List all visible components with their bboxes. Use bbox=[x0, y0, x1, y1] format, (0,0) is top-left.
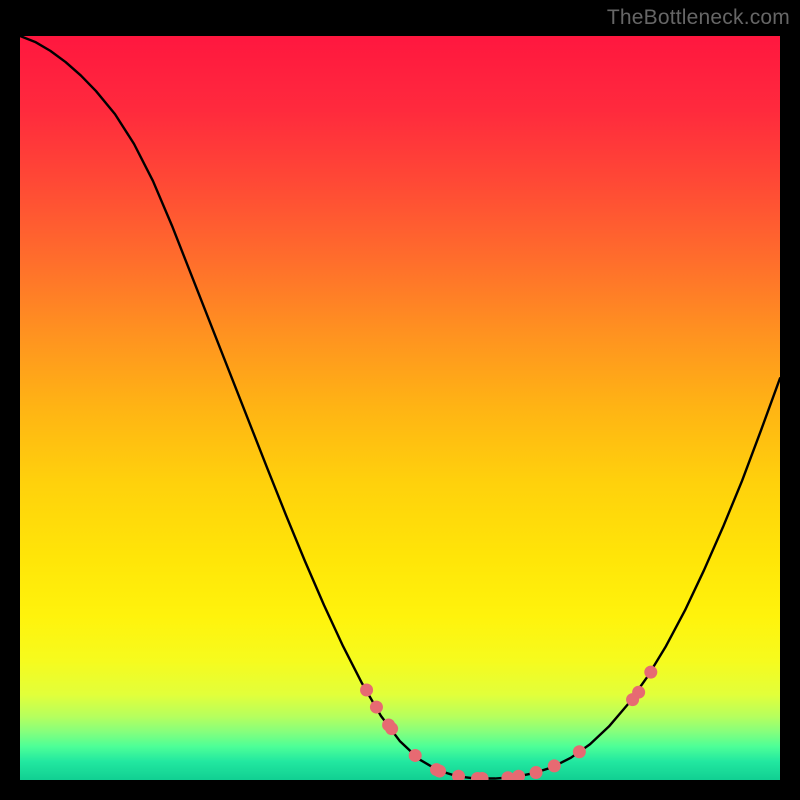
gradient-background bbox=[20, 36, 780, 780]
data-marker bbox=[360, 683, 373, 696]
data-marker bbox=[385, 722, 398, 735]
data-marker bbox=[632, 686, 645, 699]
data-marker bbox=[370, 701, 383, 714]
watermark-text: TheBottleneck.com bbox=[607, 6, 790, 30]
data-marker bbox=[548, 759, 561, 772]
data-marker bbox=[573, 745, 586, 758]
data-marker bbox=[530, 766, 543, 779]
bottleneck-plot bbox=[20, 36, 780, 780]
data-marker bbox=[433, 765, 446, 778]
chart-canvas: TheBottleneck.com bbox=[0, 0, 800, 800]
data-marker bbox=[644, 666, 657, 679]
data-marker bbox=[409, 749, 422, 762]
plot-svg bbox=[20, 36, 780, 780]
